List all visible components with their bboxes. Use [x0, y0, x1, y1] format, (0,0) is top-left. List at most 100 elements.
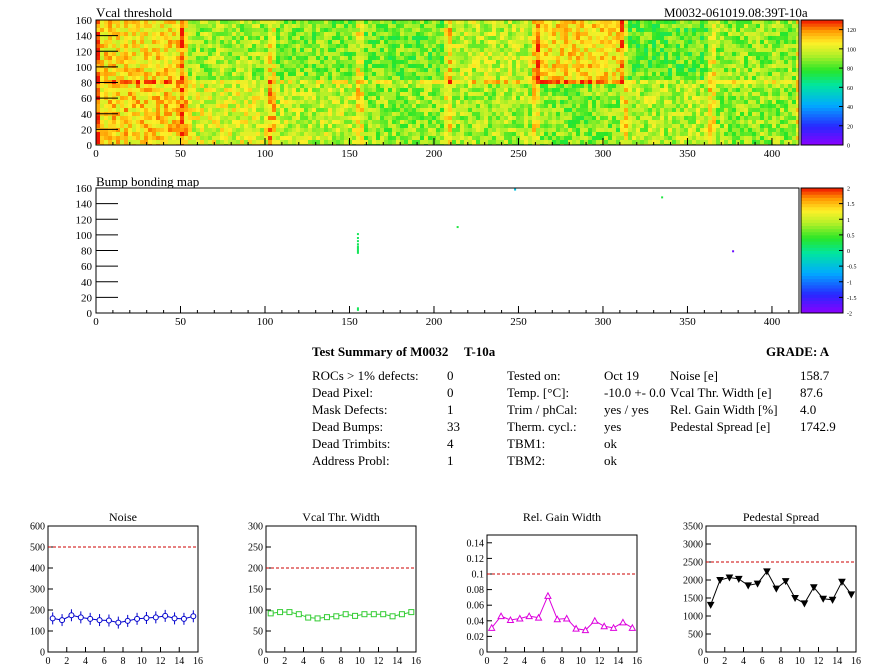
heatmap-cell [368, 20, 372, 24]
heatmap-cell [176, 128, 180, 132]
heatmap-cell [604, 52, 608, 56]
heatmap-cell [792, 24, 796, 28]
heatmap-cell [512, 64, 516, 68]
heatmap-cell [488, 76, 492, 80]
heatmap-cell [200, 80, 204, 84]
heatmap-cell [184, 132, 188, 136]
heatmap-cell [560, 52, 564, 56]
heatmap-cell [512, 120, 516, 124]
heatmap-cell [472, 96, 476, 100]
heatmap-cell [136, 124, 140, 128]
heatmap-cell [552, 24, 556, 28]
heatmap-cell [536, 84, 540, 88]
heatmap-cell [368, 40, 372, 44]
heatmap-cell [396, 84, 400, 88]
heatmap-cell [280, 52, 284, 56]
heatmap-cell [416, 116, 420, 120]
heatmap-cell [404, 116, 408, 120]
heatmap-cell [524, 104, 528, 108]
heatmap-cell [612, 36, 616, 40]
heatmap-cell [676, 52, 680, 56]
heatmap-cell [624, 24, 628, 28]
heatmap-cell [400, 124, 404, 128]
heatmap-cell [484, 56, 488, 60]
heatmap-cell [728, 24, 732, 28]
heatmap-cell [580, 48, 584, 52]
heatmap-cell [684, 44, 688, 48]
heatmap-cell [212, 64, 216, 68]
heatmap-cell [560, 88, 564, 92]
heatmap-cell [176, 124, 180, 128]
heatmap-cell [500, 108, 504, 112]
heatmap-cell [452, 32, 456, 36]
heatmap-cell [764, 96, 768, 100]
heatmap-cell [400, 92, 404, 96]
heatmap-cell [568, 72, 572, 76]
heatmap-cell [592, 96, 596, 100]
heatmap-cell [268, 20, 272, 24]
heatmap-cell [548, 44, 552, 48]
heatmap-cell [356, 124, 360, 128]
heatmap-cell [316, 52, 320, 56]
heatmap-cell [304, 28, 308, 32]
heatmap-cell [132, 64, 136, 68]
heatmap-cell [364, 116, 368, 120]
heatmap-cell [616, 116, 620, 120]
heatmap-cell [460, 20, 464, 24]
heatmap-cell [120, 108, 124, 112]
heatmap-cell [200, 56, 204, 60]
heatmap-cell [412, 116, 416, 120]
heatmap-cell [648, 124, 652, 128]
heatmap-cell [732, 56, 736, 60]
heatmap-cell [372, 32, 376, 36]
heatmap-cell [232, 52, 236, 56]
heatmap-cell [760, 112, 764, 116]
heatmap-cell [304, 72, 308, 76]
heatmap-cell [528, 56, 532, 60]
heatmap-cell [256, 60, 260, 64]
heatmap-cell [336, 72, 340, 76]
heatmap-cell [760, 76, 764, 80]
heatmap-cell [184, 64, 188, 68]
heatmap-cell [424, 128, 428, 132]
heatmap-cell [272, 36, 276, 40]
heatmap-cell [124, 48, 128, 52]
heatmap-cell [664, 100, 668, 104]
heatmap-cell [96, 48, 100, 52]
heatmap-cell [292, 84, 296, 88]
heatmap-cell [456, 40, 460, 44]
heatmap-cell [692, 76, 696, 80]
heatmap-cell [548, 104, 552, 108]
heatmap-cell [700, 108, 704, 112]
heatmap-cell [228, 124, 232, 128]
heatmap-cell [492, 128, 496, 132]
heatmap-cell [404, 64, 408, 68]
heatmap-cell [632, 48, 636, 52]
heatmap-cell [196, 120, 200, 124]
heatmap-cell [592, 44, 596, 48]
heatmap-cell [576, 48, 580, 52]
heatmap-cell [300, 56, 304, 60]
heatmap-cell [344, 20, 348, 24]
heatmap-cell [252, 40, 256, 44]
heatmap-cell [172, 120, 176, 124]
heatmap-cell [656, 120, 660, 124]
heatmap-cell [592, 88, 596, 92]
heatmap-cell [636, 124, 640, 128]
heatmap-cell [760, 92, 764, 96]
heatmap-cell [372, 124, 376, 128]
heatmap-cell [208, 64, 212, 68]
heatmap-cell [300, 64, 304, 68]
heatmap-cell [744, 20, 748, 24]
heatmap-cell [316, 60, 320, 64]
heatmap-cell [204, 44, 208, 48]
heatmap-cell [184, 44, 188, 48]
heatmap-cell [564, 84, 568, 88]
heatmap-cell [456, 80, 460, 84]
heatmap-cell [388, 120, 392, 124]
heatmap-cell [740, 108, 744, 112]
heatmap-cell [608, 48, 612, 52]
heatmap-cell [600, 32, 604, 36]
heatmap-cell [184, 104, 188, 108]
heatmap-cell [760, 104, 764, 108]
